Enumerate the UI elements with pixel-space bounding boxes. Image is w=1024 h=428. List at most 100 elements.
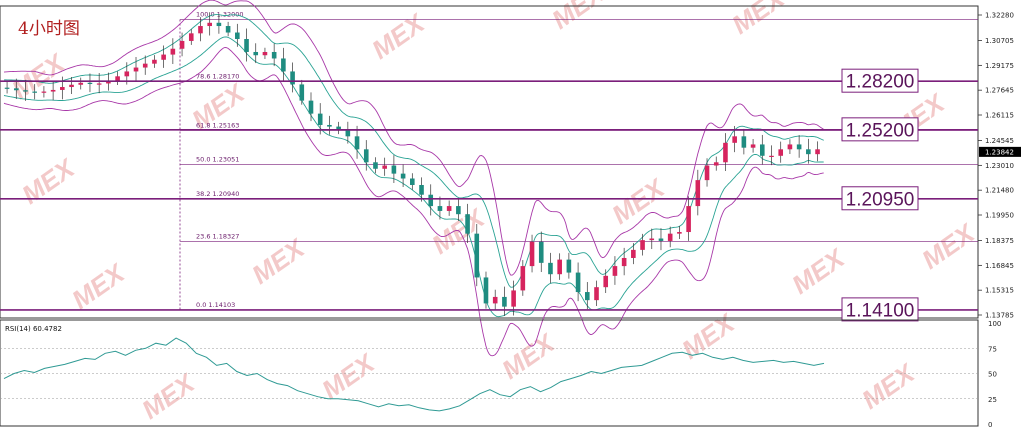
candle-body — [271, 51, 277, 59]
candle-body — [456, 206, 461, 215]
current-price-label: 1.23842 — [985, 148, 1014, 156]
candle-body — [4, 87, 10, 89]
price-tick-label: 1.26115 — [985, 112, 1014, 120]
candle-body — [354, 136, 360, 150]
candle-body — [787, 144, 793, 150]
band-lower-outer — [3, 47, 824, 357]
candle-body — [262, 51, 268, 56]
candle-body — [603, 275, 609, 288]
rsi-tick-label: 25 — [988, 396, 997, 404]
level-label: 1.20950 — [846, 189, 915, 210]
price-tick-label: 1.30705 — [985, 37, 1014, 45]
candle-body — [778, 149, 784, 156]
candle-body — [741, 136, 747, 148]
price-tick-label: 1.18375 — [985, 237, 1014, 245]
candle-body — [502, 296, 507, 307]
chart-title: 4小时图 — [18, 19, 80, 39]
price-tick-label: 1.16845 — [985, 262, 1014, 270]
candle-body — [225, 26, 231, 33]
fib-level-label: 38.2 1.20940 — [196, 190, 239, 198]
candle-body — [695, 180, 701, 207]
candle-body — [244, 39, 249, 52]
rsi-title: RSI(14) 60.4782 — [5, 325, 62, 333]
candle-body — [115, 76, 120, 81]
candle-body — [253, 51, 259, 56]
candle-body — [713, 162, 719, 166]
fib-level-label: 23.6 1.18327 — [196, 232, 239, 240]
candle-body — [658, 238, 664, 241]
candle-body — [492, 296, 498, 304]
price-tick-label: 1.15315 — [985, 287, 1014, 295]
fib-level-label: 50.0 1.23051 — [196, 156, 239, 164]
candle-body — [815, 149, 820, 155]
candle-body — [732, 136, 737, 143]
candle-body — [235, 32, 240, 40]
candle-body — [621, 257, 627, 267]
candle-body — [13, 88, 19, 91]
candle-body — [796, 144, 802, 150]
candle-body — [566, 259, 572, 273]
candle-body — [428, 194, 434, 207]
rsi-tick-label: 50 — [988, 371, 997, 379]
rsi-label: RSI(14) 60.4782 — [5, 325, 62, 333]
price-tick-label: 1.19950 — [985, 212, 1014, 220]
candle-body — [363, 149, 369, 163]
price-tick-label: 1.24545 — [985, 137, 1014, 145]
candle-body — [474, 233, 480, 278]
candle-body — [124, 71, 130, 77]
candle-body — [640, 240, 645, 250]
candle-body — [548, 262, 553, 275]
candle-body — [336, 126, 341, 130]
candle-body — [198, 26, 203, 34]
candle-body — [161, 54, 166, 60]
candle-body — [317, 113, 323, 125]
candle-body — [327, 124, 332, 127]
horizontal-levels: 1.28200 1.25200 1.20950 1.14100 — [0, 68, 978, 322]
candle-body — [723, 142, 728, 163]
rsi-grid — [0, 347, 978, 400]
candle-body — [529, 241, 535, 267]
rsi-tick-label: 0 — [988, 421, 992, 428]
level-label-box — [841, 297, 919, 322]
candle-body — [41, 91, 47, 93]
candle-body — [410, 178, 415, 185]
candle-body — [32, 91, 37, 93]
candle-body — [557, 259, 562, 275]
candle-body — [345, 129, 351, 137]
candle-body — [299, 84, 305, 101]
candle-body — [290, 71, 295, 85]
level-label-box — [841, 186, 919, 211]
fib-level-label: 0.0 1.14103 — [196, 301, 235, 309]
candle-body — [50, 89, 56, 92]
candle-body — [96, 83, 102, 85]
candle-body — [133, 67, 139, 72]
candle-body — [538, 241, 544, 263]
candle-body — [69, 84, 74, 88]
candle-body — [446, 206, 452, 211]
candle-body — [677, 232, 682, 234]
price-tick-label: 1.21480 — [985, 187, 1014, 195]
candle-body — [686, 206, 691, 233]
candle-body — [281, 58, 286, 72]
candle-body — [465, 214, 470, 234]
rsi-tick-label: 75 — [988, 345, 997, 353]
price-tick-label: 1.23010 — [985, 162, 1014, 170]
candle-body — [585, 292, 590, 301]
candle-body — [142, 63, 148, 68]
candle-body — [23, 90, 28, 92]
candle-body — [437, 206, 443, 211]
candle-body — [575, 272, 581, 293]
price-axis: 1.32280 1.30705 1.29175 1.27645 1.26115 1.245… — [978, 12, 1021, 320]
candle-body — [483, 277, 489, 304]
rsi-tick-label: 100 — [988, 320, 1001, 328]
fib-level-label: 78.6 1.28170 — [196, 73, 239, 81]
price-tick-label: 1.29175 — [985, 62, 1014, 70]
candle-body — [152, 59, 157, 64]
candle-body — [382, 165, 387, 169]
level-label: 1.25200 — [846, 120, 915, 141]
candle-body — [400, 173, 406, 179]
candle-body — [188, 33, 194, 41]
candle-body — [106, 80, 111, 84]
candle-body — [419, 184, 424, 195]
rsi-axis: 100 75 50 25 0 — [988, 320, 1001, 428]
